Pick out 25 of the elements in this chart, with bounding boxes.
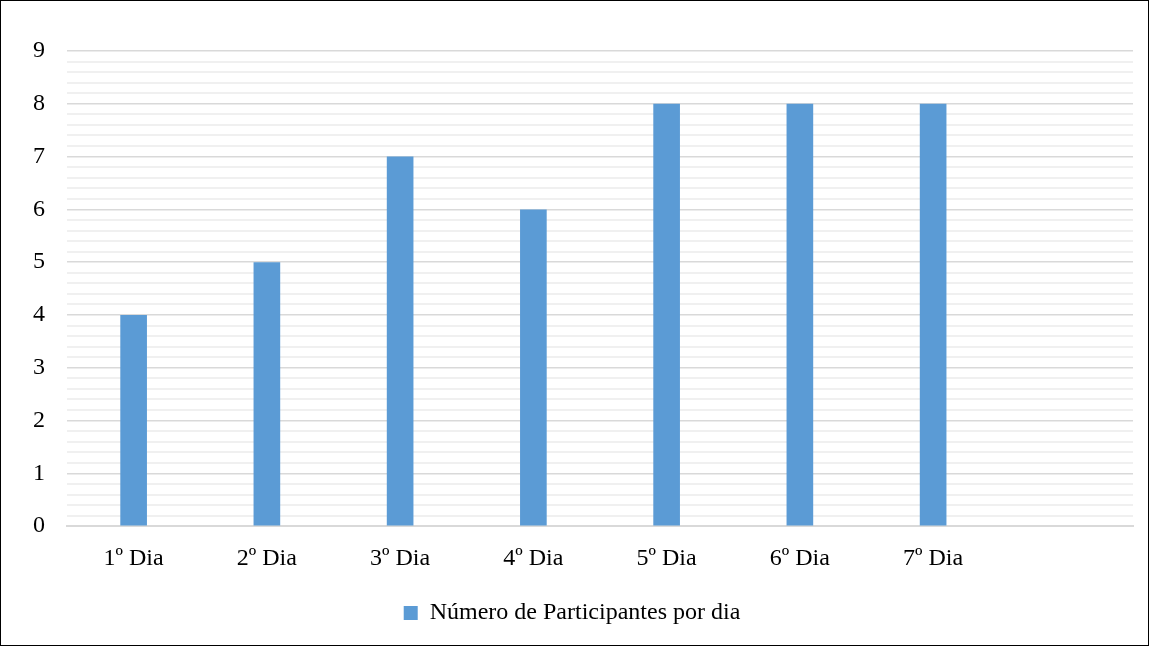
y-tick-label: 0 — [33, 511, 45, 538]
y-tick-label: 9 — [33, 36, 45, 63]
legend-label: Número de Participantes por dia — [429, 598, 741, 625]
y-tick-label: 6 — [33, 194, 45, 221]
y-tick-label: 2 — [33, 405, 45, 432]
bar — [653, 103, 680, 526]
x-tick-label: 3º Dia — [370, 543, 431, 570]
x-tick-label: 7º Dia — [903, 543, 964, 570]
y-tick-label: 4 — [33, 300, 45, 327]
x-tick-label: 4º Dia — [503, 543, 564, 570]
y-tick-label: 8 — [33, 89, 45, 116]
bar — [386, 156, 414, 526]
bar — [120, 315, 147, 526]
x-tick-label: 6º Dia — [769, 543, 831, 570]
y-tick-label: 3 — [33, 353, 45, 380]
x-tick-label: 1º Dia — [103, 543, 165, 570]
bar — [786, 103, 814, 526]
x-tick-label: 2º Dia — [236, 543, 298, 570]
y-tick-label: 1 — [33, 458, 45, 485]
bar — [919, 103, 947, 526]
bar — [253, 262, 281, 526]
x-tick-label: 5º Dia — [636, 543, 698, 570]
y-tick-label: 5 — [33, 247, 45, 274]
y-tick-label: 7 — [33, 141, 45, 168]
bar — [520, 209, 547, 526]
